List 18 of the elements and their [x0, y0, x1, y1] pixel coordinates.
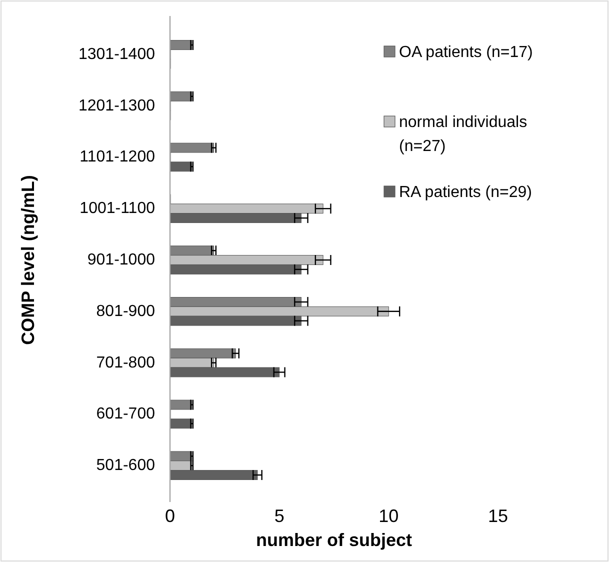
x-tick-label: 0	[164, 506, 176, 526]
x-tick-label: 15	[488, 506, 508, 526]
legend-label: RA patients (n=29)	[399, 184, 532, 200]
y-tick-label: 701-800	[96, 354, 156, 372]
y-axis-title: COMP level (ng/mL)	[18, 175, 38, 345]
y-tick-label: 1001-1100	[80, 200, 156, 218]
y-tick-label: 801-900	[96, 302, 156, 320]
y-tick-label: 601-700	[96, 406, 156, 423]
y-tick-label: 1201-1300	[78, 97, 156, 114]
x-axis-title: number of subject	[256, 530, 412, 550]
y-tick-label: 1101-1200	[80, 148, 156, 166]
y-tick-label: 901-1000	[87, 252, 156, 268]
x-tick-label: 5	[274, 506, 284, 526]
legend-label: OA patients (n=17)	[399, 44, 533, 60]
legend-label: normal individuals (n=27)	[399, 114, 528, 154]
y-tick-label: 1301-1400	[78, 46, 156, 63]
x-tick-label: 10	[378, 506, 399, 526]
y-tick-label: 501-600	[96, 457, 156, 474]
